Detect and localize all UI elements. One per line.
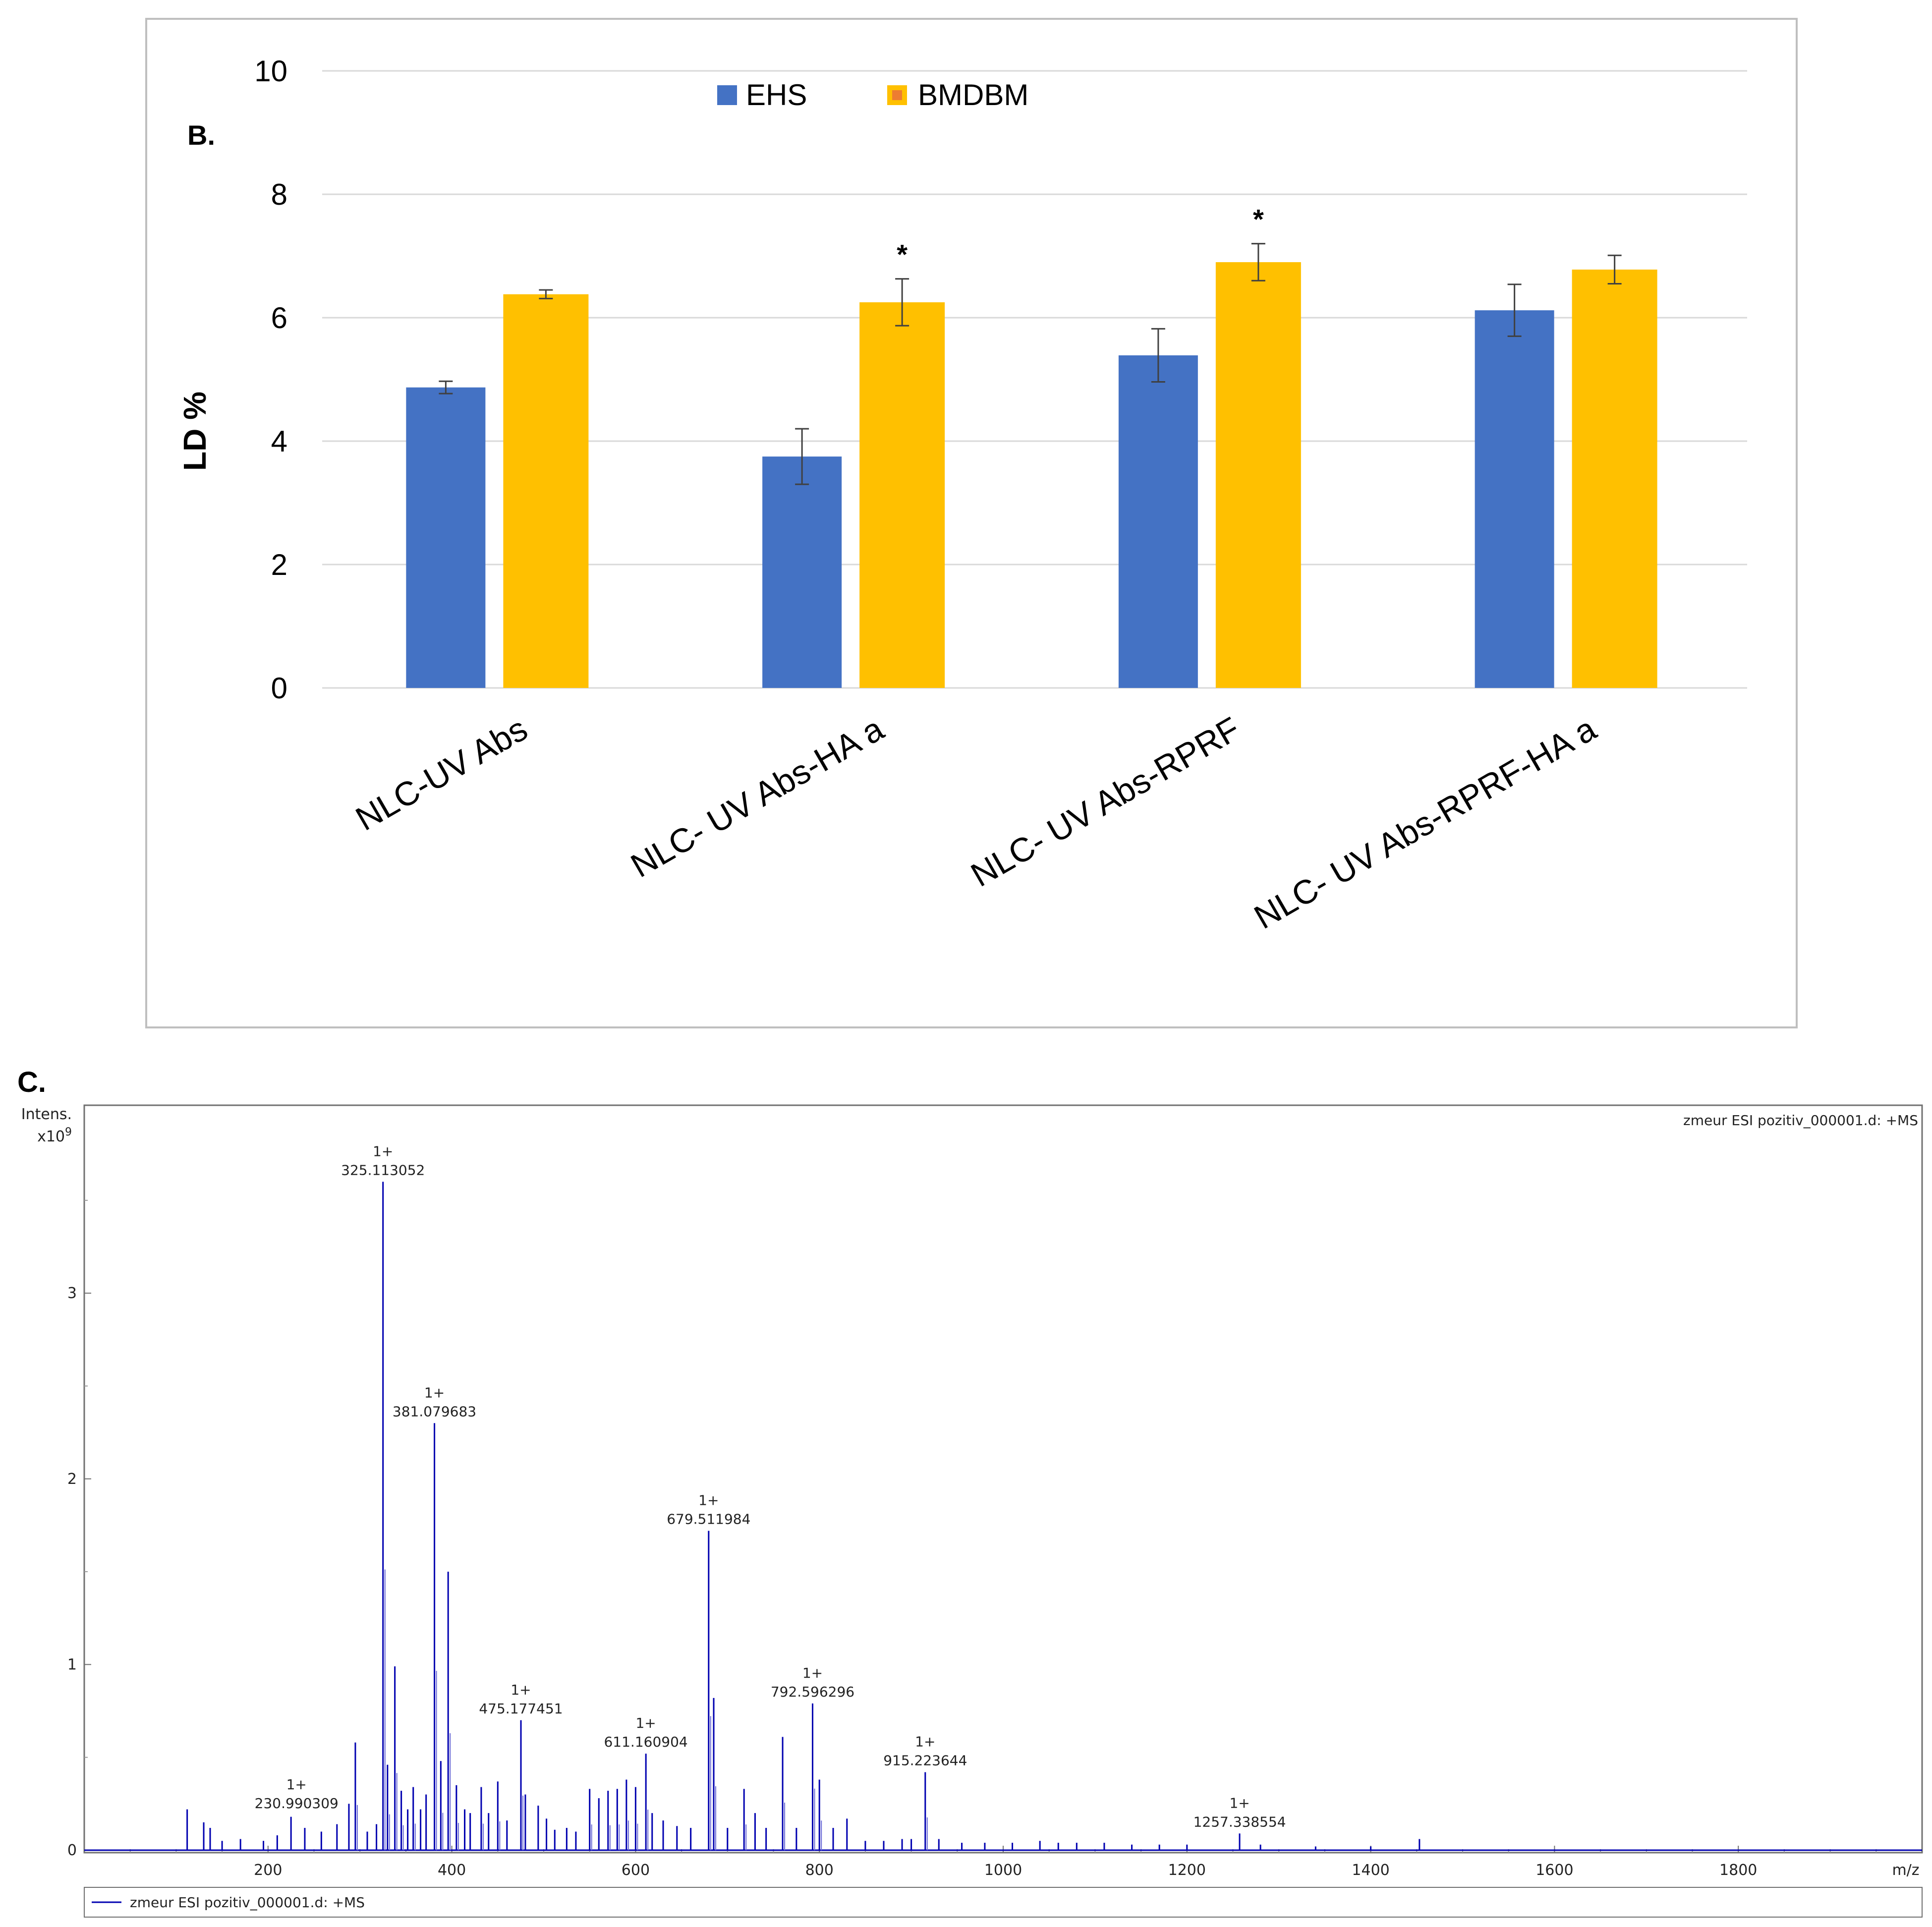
bar-ehs-1 bbox=[406, 387, 486, 688]
bar-bmdbm-4 bbox=[1572, 269, 1657, 688]
peak-annotation-mz-7: 792.596296 bbox=[771, 1684, 854, 1700]
panel-c-x-tick-label-1800: 1800 bbox=[1719, 1862, 1757, 1879]
panel-b-y-tick-4: 4 bbox=[271, 425, 287, 458]
panel-c-legend-label: zmeur ESI pozitiv_000001.d: +MS bbox=[130, 1894, 365, 1911]
panel-b-y-tick-2: 2 bbox=[271, 548, 287, 581]
bar-bmdbm-3 bbox=[1215, 262, 1301, 688]
panel-c-legend: zmeur ESI pozitiv_000001.d: +MS bbox=[84, 1887, 1923, 1918]
panel-b-label: B. bbox=[187, 119, 215, 151]
panel-c-x-tick-label-800: 800 bbox=[805, 1862, 834, 1879]
peak-annotation-mz-3: 381.079683 bbox=[393, 1403, 476, 1419]
peak-annotation-mz-5: 611.160904 bbox=[604, 1734, 687, 1750]
panel-b-bars bbox=[406, 262, 1657, 688]
panel-c-x-tick-label-200: 200 bbox=[254, 1862, 282, 1879]
legend-swatch-ehs bbox=[717, 85, 737, 105]
peak-annotation-charge-6: 1+ bbox=[698, 1492, 719, 1509]
panel-c-y-tick-label-2: 2 bbox=[67, 1471, 77, 1488]
panel-b-y-tick-labels: 0 2 4 6 8 10 bbox=[254, 55, 287, 705]
legend-label-ehs: EHS bbox=[746, 78, 807, 112]
panel-c-plot-frame bbox=[83, 1104, 1923, 1854]
panel-b-significance-marks: ** bbox=[897, 204, 1264, 270]
bar-ehs-3 bbox=[1118, 355, 1198, 688]
panel-c-y-tick-label-1: 1 bbox=[67, 1656, 77, 1673]
legend-swatch-bmdbm-center bbox=[892, 90, 902, 100]
panel-b-y-tick-10: 10 bbox=[254, 55, 287, 88]
peak-annotation-charge-3: 1+ bbox=[424, 1384, 445, 1401]
panel-c-x-axis-title: m/z bbox=[1892, 1862, 1919, 1879]
panel-c-x-tick-label-1000: 1000 bbox=[984, 1862, 1022, 1879]
peak-annotation-mz-9: 1257.338554 bbox=[1193, 1814, 1286, 1830]
significance-mark-bmdbm-2: * bbox=[897, 239, 908, 270]
panel-c-y-axis-title: Intens. bbox=[21, 1106, 72, 1123]
legend-item-bmdbm: BMDBM bbox=[887, 78, 1028, 112]
panel-c-peak-annotations: 1+ 230.990309 1+ 325.113052 1+ 381.079683 1+ 47… bbox=[255, 1143, 1286, 1830]
panel-c-label: C. bbox=[17, 1066, 46, 1098]
panel-c-y-multiplier-base: x10 bbox=[37, 1128, 65, 1145]
peak-annotation-mz-4: 475.177451 bbox=[479, 1700, 563, 1717]
panel-c-x-tick-label-1600: 1600 bbox=[1535, 1862, 1573, 1879]
panel-c-trace-label: zmeur ESI pozitiv_000001.d: +MS bbox=[1683, 1112, 1918, 1129]
panel-c-y-tick-label-3: 3 bbox=[67, 1285, 77, 1302]
peak-annotation-mz-2: 325.113052 bbox=[341, 1162, 425, 1178]
panel-b-y-tick-0: 0 bbox=[271, 672, 287, 705]
panel-b-y-axis-title: LD % bbox=[177, 392, 213, 471]
panel-b-y-tick-8: 8 bbox=[271, 178, 287, 211]
bar-ehs-2 bbox=[762, 456, 842, 688]
bar-bmdbm-1 bbox=[503, 294, 589, 688]
panel-c-y-tick-label-0: 0 bbox=[67, 1842, 77, 1859]
bar-bmdbm-2 bbox=[859, 302, 945, 688]
significance-mark-bmdbm-3: * bbox=[1253, 204, 1264, 235]
peak-annotation-charge-1: 1+ bbox=[286, 1776, 307, 1793]
legend-item-ehs: EHS bbox=[717, 78, 807, 112]
peak-annotation-charge-7: 1+ bbox=[802, 1665, 823, 1681]
panel-c-legend-box bbox=[84, 1887, 1923, 1918]
panel-c-y-axis-multiplier: x109 bbox=[37, 1126, 72, 1145]
peak-annotation-charge-5: 1+ bbox=[635, 1715, 656, 1731]
panel-b-y-tick-6: 6 bbox=[271, 301, 287, 335]
peak-annotation-charge-4: 1+ bbox=[511, 1682, 531, 1698]
legend-label-bmdbm: BMDBM bbox=[918, 78, 1028, 112]
panel-c-mass-spectrum: C. Intens. x109 zmeur ESI pozitiv_000001… bbox=[17, 1066, 1923, 1918]
peak-annotation-charge-2: 1+ bbox=[373, 1143, 393, 1159]
panel-b-error-bars bbox=[439, 243, 1622, 485]
peak-annotation-mz-6: 679.511984 bbox=[667, 1511, 750, 1528]
peak-annotation-mz-8: 915.223644 bbox=[883, 1753, 967, 1769]
peak-annotation-charge-8: 1+ bbox=[915, 1734, 935, 1750]
panel-c-x-tick-label-1400: 1400 bbox=[1352, 1862, 1389, 1879]
bar-ehs-4 bbox=[1475, 310, 1554, 688]
panel-b-legend: EHS BMDBM bbox=[717, 78, 1028, 112]
panel-c-spectrum-peaks bbox=[84, 1182, 1922, 1851]
panel-c-x-tick-label-600: 600 bbox=[622, 1862, 650, 1879]
panel-c-axes: 200 400 600 800 1000 1200 1400 1600 1800 0 1 2 3 bbox=[67, 1199, 1877, 1879]
panel-c-x-tick-label-1200: 1200 bbox=[1168, 1862, 1206, 1879]
panel-c-y-multiplier-exponent: 9 bbox=[65, 1126, 72, 1138]
panel-c-x-tick-label-400: 400 bbox=[438, 1862, 466, 1879]
peak-annotation-mz-1: 230.990309 bbox=[255, 1795, 339, 1812]
peak-annotation-charge-9: 1+ bbox=[1229, 1795, 1250, 1811]
